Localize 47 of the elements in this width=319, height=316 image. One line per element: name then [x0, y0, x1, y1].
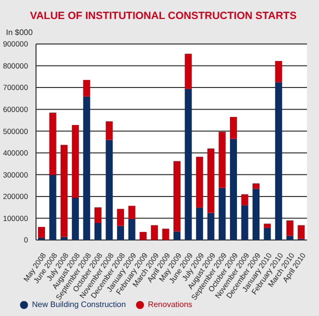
bar [117, 226, 124, 240]
bar [184, 54, 192, 89]
bar [207, 212, 214, 240]
bar [38, 226, 45, 238]
bar [106, 121, 113, 140]
y-axis-title: In $000 [6, 28, 33, 37]
bar [207, 148, 214, 213]
bar [230, 138, 237, 240]
legend-label: Renovations [148, 300, 192, 309]
bar [128, 206, 136, 219]
bar [174, 231, 180, 240]
bar [94, 223, 102, 240]
bar [184, 88, 192, 240]
bar [128, 218, 136, 240]
bar [94, 207, 102, 224]
bar [49, 174, 56, 240]
bar [298, 225, 305, 239]
bar [286, 220, 294, 236]
bar [252, 183, 260, 189]
bar [60, 144, 68, 237]
bar [60, 236, 68, 240]
bar [230, 116, 237, 139]
chart-title: VALUE OF INSTITUTIONAL CONSTRUCTION STARTS [30, 10, 297, 22]
bar [218, 132, 226, 188]
legend-label: New Building Construction [32, 300, 126, 309]
bar [72, 198, 79, 240]
bar [241, 205, 248, 240]
bar [140, 232, 147, 240]
bar [49, 112, 56, 175]
bar [196, 156, 204, 208]
bar [117, 208, 124, 226]
bar [264, 228, 271, 240]
bar [72, 125, 79, 198]
bar [162, 228, 170, 240]
bar [275, 82, 282, 240]
bar [286, 236, 294, 240]
bar [241, 194, 248, 206]
bar [150, 225, 158, 240]
bar [252, 188, 260, 240]
bar [83, 80, 90, 96]
bar [106, 140, 113, 240]
bar [83, 96, 90, 240]
bar [196, 207, 204, 240]
bar [275, 60, 282, 82]
bar [218, 188, 226, 240]
bar [264, 224, 271, 228]
bar [174, 161, 180, 232]
